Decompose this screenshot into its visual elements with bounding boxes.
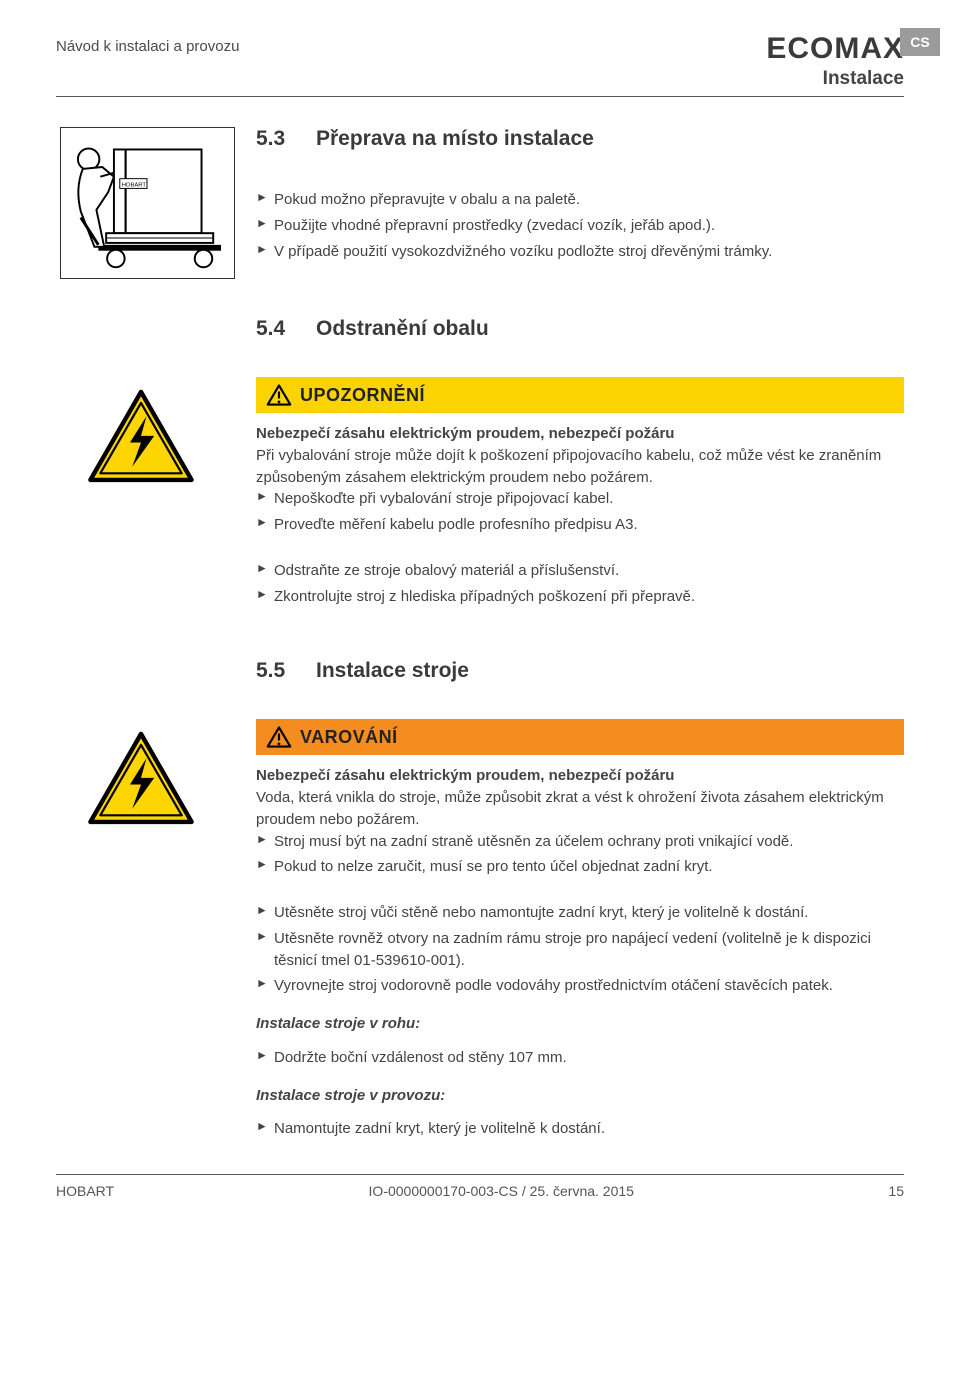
warning-triangle-icon [266,383,292,407]
page-footer: HOBART IO-0000000170-003-CS / 25. června… [56,1174,904,1199]
warning-triangle-icon [266,725,292,749]
list-item: Proveďte měření kabelu podle profesního … [256,514,904,536]
list-item: Pokud možno přepravujte v obalu a na pal… [256,189,904,211]
sec-num: 5.5 [256,659,316,683]
sec-title: Instalace stroje [316,659,469,682]
sec-title: Odstranění obalu [316,317,489,340]
heading-5-4: 5.4Odstranění obalu [256,317,904,341]
doc-type: Návod k instalaci a provozu [56,32,239,55]
transport-illustration: HOBART [60,127,235,279]
footer-page-number: 15 [888,1183,904,1199]
caution-list: Nepoškoďte při vybalování stroje připojo… [256,488,904,536]
list-item: Pokud to nelze zaručit, musí se pro tent… [256,856,904,878]
list-item: Namontujte zadní kryt, který je voliteln… [256,1118,904,1140]
danger-body: Při vybalování stroje může dojít k poško… [256,445,904,489]
after-caution-list: Odstraňte ze stroje obalový materiál a p… [256,560,904,608]
sub1-title: Instalace stroje v rohu: [256,1013,904,1035]
list-item: Vyrovnejte stroj vodorovně podle vodováh… [256,975,904,997]
electric-hazard-icon [86,729,196,829]
heading-5-3: 5.3Přeprava na místo instalace [256,127,904,151]
list-item: Stroj musí být na zadní straně utěsněn z… [256,831,904,853]
caution-banner: UPOZORNĚNÍ [256,377,904,413]
sec-title: Přeprava na místo instalace [316,127,594,150]
list-item: Utěsněte stroj vůči stěně nebo namontujt… [256,902,904,924]
list-item: Utěsněte rovněž otvory na zadním rámu st… [256,928,904,972]
sec-num: 5.4 [256,317,316,341]
list-item: Zkontrolujte stroj z hlediska případných… [256,586,904,608]
warning-label: VAROVÁNÍ [300,727,398,748]
danger-title: Nebezpečí zásahu elektrickým proudem, ne… [256,423,904,445]
after-warning-list: Utěsněte stroj vůči stěně nebo namontujt… [256,902,904,997]
list-item: Odstraňte ze stroje obalový materiál a p… [256,560,904,582]
sub2-title: Instalace stroje v provozu: [256,1085,904,1107]
sec-num: 5.3 [256,127,316,151]
list-item: Použijte vhodné přepravní prostředky (zv… [256,215,904,237]
caution-label: UPOZORNĚNÍ [300,385,425,406]
list-item: V případě použití vysokozdvižného vozíku… [256,241,904,263]
list-5-3: Pokud možno přepravujte v obalu a na pal… [256,189,904,262]
warning-list: Stroj musí být na zadní straně utěsněn z… [256,831,904,879]
svg-text:HOBART: HOBART [121,182,146,188]
header-divider [56,96,904,97]
language-badge: CS [900,28,940,56]
danger-body: Voda, která vnikla do stroje, může způso… [256,787,904,831]
danger-title: Nebezpečí zásahu elektrickým proudem, ne… [256,765,904,787]
sub1-list: Dodržte boční vzdálenost od stěny 107 mm… [256,1047,904,1069]
brand-name: ECOMAX [766,32,904,66]
page-header: Návod k instalaci a provozu ECOMAX Insta… [56,32,904,90]
footer-center: IO-0000000170-003-CS / 25. června. 2015 [369,1183,634,1199]
warning-banner: VAROVÁNÍ [256,719,904,755]
heading-5-5: 5.5Instalace stroje [256,659,904,683]
electric-hazard-icon [86,387,196,487]
list-item: Dodržte boční vzdálenost od stěny 107 mm… [256,1047,904,1069]
footer-left: HOBART [56,1183,114,1199]
sub2-list: Namontujte zadní kryt, který je voliteln… [256,1118,904,1140]
list-item: Nepoškoďte při vybalování stroje připojo… [256,488,904,510]
section-label: Instalace [766,68,904,90]
